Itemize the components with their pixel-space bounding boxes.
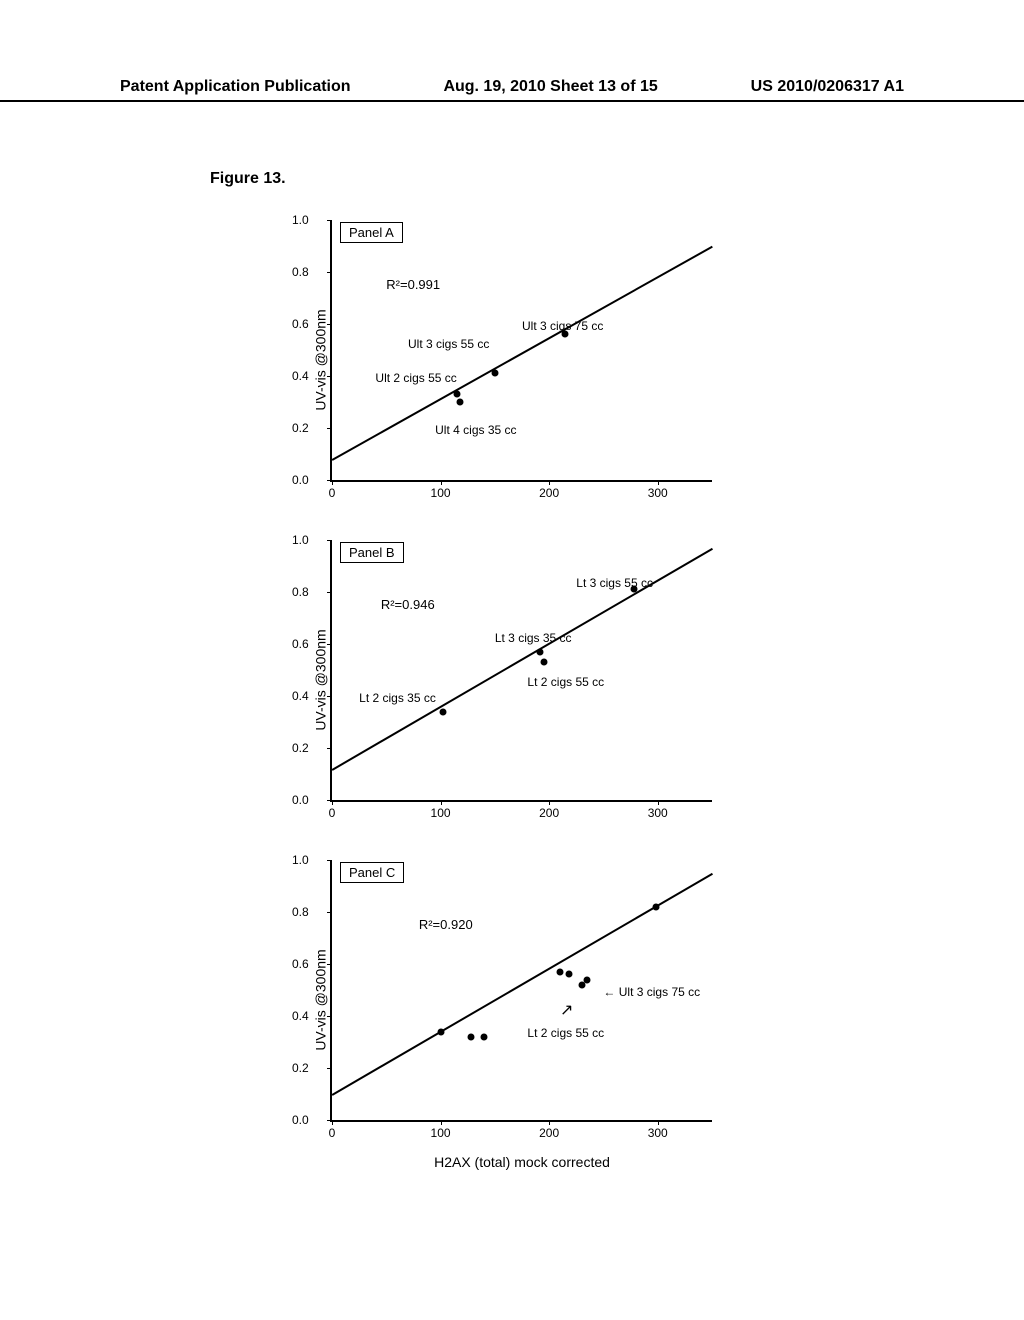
y-tick-label: 0.6 [292,317,309,331]
plot-area: 0.00.20.40.60.81.00100200300Panel BR²=0.… [330,540,712,802]
y-tick-label: 1.0 [292,213,309,227]
y-tick-label: 0.0 [292,1113,309,1127]
point-label: Lt 2 cigs 55 cc [527,675,604,689]
chart-panel: UV-vis @300nm0.00.20.40.60.81.0010020030… [280,530,750,830]
y-tick-label: 0.4 [292,369,309,383]
regression-line [332,548,713,770]
data-point [491,370,498,377]
page-header: Patent Application Publication Aug. 19, … [0,78,1024,102]
header-right: US 2010/0206317 A1 [751,78,904,96]
point-label: Ult 4 cigs 35 cc [435,423,516,437]
y-tick-label: 0.4 [292,689,309,703]
point-label: Ult 3 cigs 75 cc [522,319,603,333]
chart-panel: UV-vis @300nm0.00.20.40.60.81.0010020030… [280,210,750,510]
charts-container: UV-vis @300nm0.00.20.40.60.81.0010020030… [220,210,780,1210]
figure-title: Figure 13. [210,170,286,188]
x-tick-label: 100 [431,486,451,500]
y-tick-label: 0.0 [292,473,309,487]
data-point [481,1033,488,1040]
point-label: Lt 3 cigs 35 cc [495,631,572,645]
x-axis-label: H2AX (total) mock corrected [434,1154,610,1170]
y-tick-label: 1.0 [292,853,309,867]
x-tick-label: 300 [648,1126,668,1140]
y-tick-label: 0.4 [292,1009,309,1023]
panel-label: Panel B [340,542,404,563]
y-tick-label: 0.8 [292,905,309,919]
x-tick-label: 300 [648,806,668,820]
data-point [540,659,547,666]
x-tick-label: 100 [431,806,451,820]
point-label: Lt 2 cigs 35 cc [359,691,436,705]
y-tick-label: 0.2 [292,1061,309,1075]
data-point [467,1033,474,1040]
y-tick-label: 0.6 [292,637,309,651]
chart-panel: UV-vis @300nm0.00.20.40.60.81.0010020030… [280,850,750,1150]
x-tick-label: 0 [329,806,336,820]
x-tick-label: 100 [431,1126,451,1140]
data-point [437,1028,444,1035]
data-point [557,968,564,975]
plot-area: 0.00.20.40.60.81.00100200300Panel CR²=0.… [330,860,712,1122]
point-label: Lt 2 cigs 55 cc [527,1026,604,1040]
data-point [439,708,446,715]
data-point [565,971,572,978]
point-label: ← Ult 3 cigs 75 cc [603,985,700,999]
x-tick-label: 200 [539,806,559,820]
header-center: Aug. 19, 2010 Sheet 13 of 15 [443,78,657,96]
r-squared: R²=0.991 [386,277,440,292]
r-squared: R²=0.946 [381,597,435,612]
y-tick-label: 0.2 [292,421,309,435]
panel-label: Panel A [340,222,403,243]
data-point [453,391,460,398]
panel-label: Panel C [340,862,404,883]
y-tick-label: 0.8 [292,585,309,599]
header-left: Patent Application Publication [120,78,351,96]
x-tick-label: 0 [329,486,336,500]
y-tick-label: 0.8 [292,265,309,279]
arrow-icon: ↗ [560,1000,573,1020]
data-point [652,903,659,910]
point-label: Ult 2 cigs 55 cc [375,371,456,385]
data-point [457,399,464,406]
x-tick-label: 200 [539,486,559,500]
page: Patent Application Publication Aug. 19, … [0,0,1024,1320]
x-tick-label: 300 [648,486,668,500]
data-point [537,648,544,655]
y-tick-label: 1.0 [292,533,309,547]
x-tick-label: 200 [539,1126,559,1140]
y-tick-label: 0.2 [292,741,309,755]
y-tick-label: 0.6 [292,957,309,971]
y-tick-label: 0.0 [292,793,309,807]
point-label: Lt 3 cigs 55 cc [576,576,653,590]
r-squared: R²=0.920 [419,917,473,932]
data-point [584,976,591,983]
plot-area: 0.00.20.40.60.81.00100200300Panel AR²=0.… [330,220,712,482]
point-label: Ult 3 cigs 55 cc [408,337,489,351]
x-tick-label: 0 [329,1126,336,1140]
